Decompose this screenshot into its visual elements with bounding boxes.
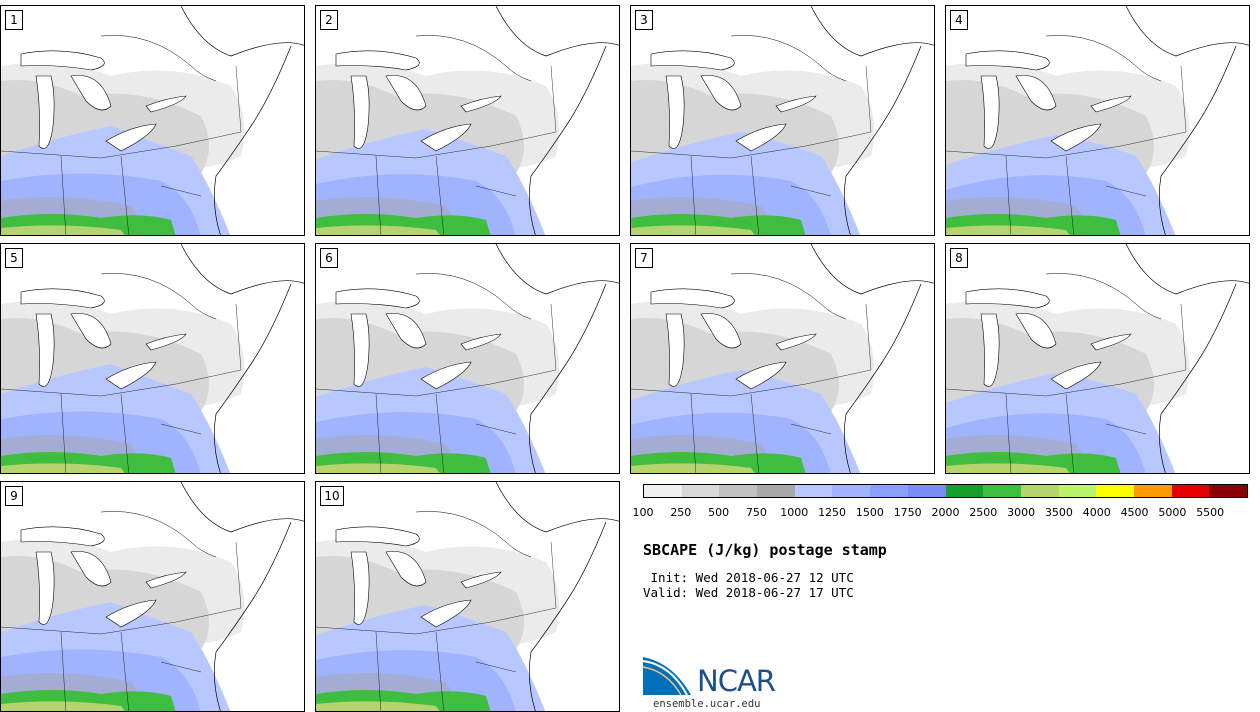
colorbar-tick-label: 4000 bbox=[1082, 506, 1111, 519]
init-time: Init: Wed 2018-06-27 12 UTC bbox=[643, 570, 854, 585]
panel-label: 2 bbox=[320, 10, 338, 30]
colorbar-swatch bbox=[644, 485, 682, 497]
colorbar-tick-label: 250 bbox=[670, 506, 692, 519]
colorbar-swatch bbox=[757, 485, 795, 497]
colorbar-tick-label: 4500 bbox=[1120, 506, 1149, 519]
map-panel-7[interactable]: 7 bbox=[630, 243, 935, 474]
colorbar-tick-label: 500 bbox=[708, 506, 730, 519]
panel-label: 3 bbox=[635, 10, 653, 30]
colorbar-swatch bbox=[794, 485, 833, 497]
map-field bbox=[1, 6, 304, 235]
panel-label: 5 bbox=[5, 248, 23, 268]
map-field bbox=[1, 244, 304, 473]
map-field bbox=[946, 244, 1249, 473]
colorbar-tick-label: 750 bbox=[745, 506, 767, 519]
colorbar-tick-label: 5000 bbox=[1158, 506, 1187, 519]
map-panel-10[interactable]: 10 bbox=[315, 481, 620, 712]
map-field bbox=[316, 244, 619, 473]
colorbar-tick-label: 100 bbox=[632, 506, 654, 519]
panel-label: 4 bbox=[950, 10, 968, 30]
colorbar-swatch bbox=[983, 485, 1021, 497]
map-field bbox=[946, 6, 1249, 235]
colorbar-tick-label: 2000 bbox=[931, 506, 960, 519]
colorbar-swatch bbox=[1209, 485, 1247, 497]
map-field bbox=[316, 6, 619, 235]
colorbar-swatch bbox=[907, 485, 946, 497]
colorbar-swatch bbox=[870, 485, 908, 497]
colorbar-swatch bbox=[1096, 485, 1134, 497]
map-panel-9[interactable]: 9 bbox=[0, 481, 305, 712]
map-title: SBCAPE (J/kg) postage stamp bbox=[643, 541, 887, 559]
colorbar-swatch bbox=[719, 485, 758, 497]
colorbar-swatch bbox=[1171, 485, 1210, 497]
map-field bbox=[1, 482, 304, 711]
map-panel-4[interactable]: 4 bbox=[945, 5, 1250, 236]
colorbar-tick-label: 1500 bbox=[855, 506, 884, 519]
map-panel-2[interactable]: 2 bbox=[315, 5, 620, 236]
map-panel-8[interactable]: 8 bbox=[945, 243, 1250, 474]
colorbar-tick-label: 1750 bbox=[893, 506, 922, 519]
colorbar-swatch bbox=[681, 485, 720, 497]
panel-label: 8 bbox=[950, 248, 968, 268]
map-panel-3[interactable]: 3 bbox=[630, 5, 935, 236]
colorbar-tick-label: 1000 bbox=[780, 506, 809, 519]
colorbar-swatch bbox=[1020, 485, 1059, 497]
map-panel-5[interactable]: 5 bbox=[0, 243, 305, 474]
colorbar-swatch bbox=[1133, 485, 1172, 497]
map-field bbox=[631, 6, 934, 235]
valid-time: Valid: Wed 2018-06-27 17 UTC bbox=[643, 585, 854, 600]
panel-label: 7 bbox=[635, 248, 653, 268]
ncar-logo-text: NCAR bbox=[697, 664, 776, 698]
colorbar-swatch bbox=[832, 485, 871, 497]
colorbar bbox=[643, 484, 1248, 498]
colorbar-tick-label: 1250 bbox=[818, 506, 847, 519]
site-url[interactable]: ensemble.ucar.edu bbox=[653, 698, 761, 710]
map-field bbox=[316, 482, 619, 711]
colorbar-tick-label: 2500 bbox=[969, 506, 998, 519]
map-panel-6[interactable]: 6 bbox=[315, 243, 620, 474]
panel-label: 10 bbox=[320, 486, 344, 506]
colorbar-tick-label: 5500 bbox=[1196, 506, 1225, 519]
colorbar-tick-label: 3500 bbox=[1044, 506, 1073, 519]
colorbar-tick-label: 3000 bbox=[1007, 506, 1036, 519]
panel-label: 1 bbox=[5, 10, 23, 30]
colorbar-swatch bbox=[1058, 485, 1097, 497]
panel-label: 9 bbox=[5, 486, 23, 506]
map-field bbox=[631, 244, 934, 473]
panel-label: 6 bbox=[320, 248, 338, 268]
colorbar-swatch bbox=[945, 485, 984, 497]
ncar-logo-icon bbox=[643, 657, 691, 696]
map-panel-1[interactable]: 1 bbox=[0, 5, 305, 236]
